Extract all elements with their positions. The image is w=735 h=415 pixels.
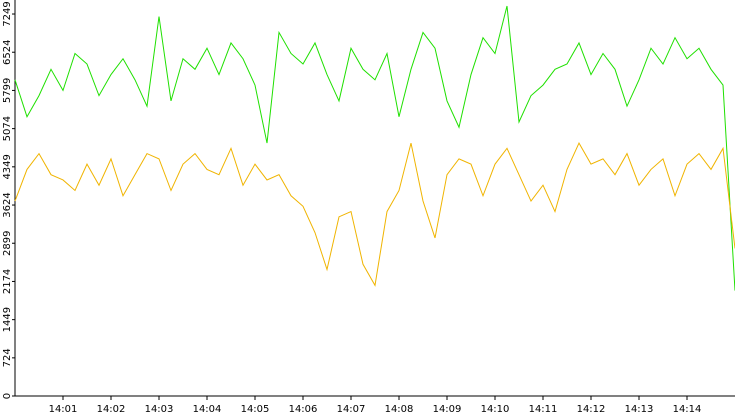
y-tick-label: 1449: [2, 307, 13, 332]
x-tick-label: 14:13: [625, 404, 654, 415]
y-tick-label: 2174: [2, 269, 13, 294]
y-tick-label: 724: [2, 348, 13, 367]
x-tick-label: 14:01: [49, 404, 78, 415]
x-tick-label: 14:04: [193, 404, 222, 415]
x-tick-label: 14:02: [97, 404, 126, 415]
x-tick-label: 14:06: [289, 404, 318, 415]
y-tick-label: 5799: [2, 78, 13, 103]
x-tick-label: 14:03: [145, 404, 174, 415]
y-tick-label: 0: [2, 393, 13, 399]
line-series: [14, 5, 735, 291]
y-tick-label: 6524: [2, 39, 13, 64]
y-tick-label: 3624: [2, 192, 13, 217]
x-tick-label: 14:11: [529, 404, 558, 415]
x-tick-label: 14:12: [577, 404, 606, 415]
y-tick-label: 7249: [2, 1, 13, 26]
x-tick-label: 14:14: [673, 404, 702, 415]
y-tick-label: 2899: [2, 231, 13, 256]
y-tick-label: 4349: [2, 154, 13, 179]
y-tick-label: 5074: [2, 116, 13, 141]
x-tick-label: 14:07: [337, 404, 366, 415]
x-tick-label: 14:05: [241, 404, 270, 415]
x-tick-label: 14:09: [433, 404, 462, 415]
line-series: [14, 141, 735, 287]
x-tick-label: 14:10: [481, 404, 510, 415]
x-tick-label: 14:08: [385, 404, 414, 415]
